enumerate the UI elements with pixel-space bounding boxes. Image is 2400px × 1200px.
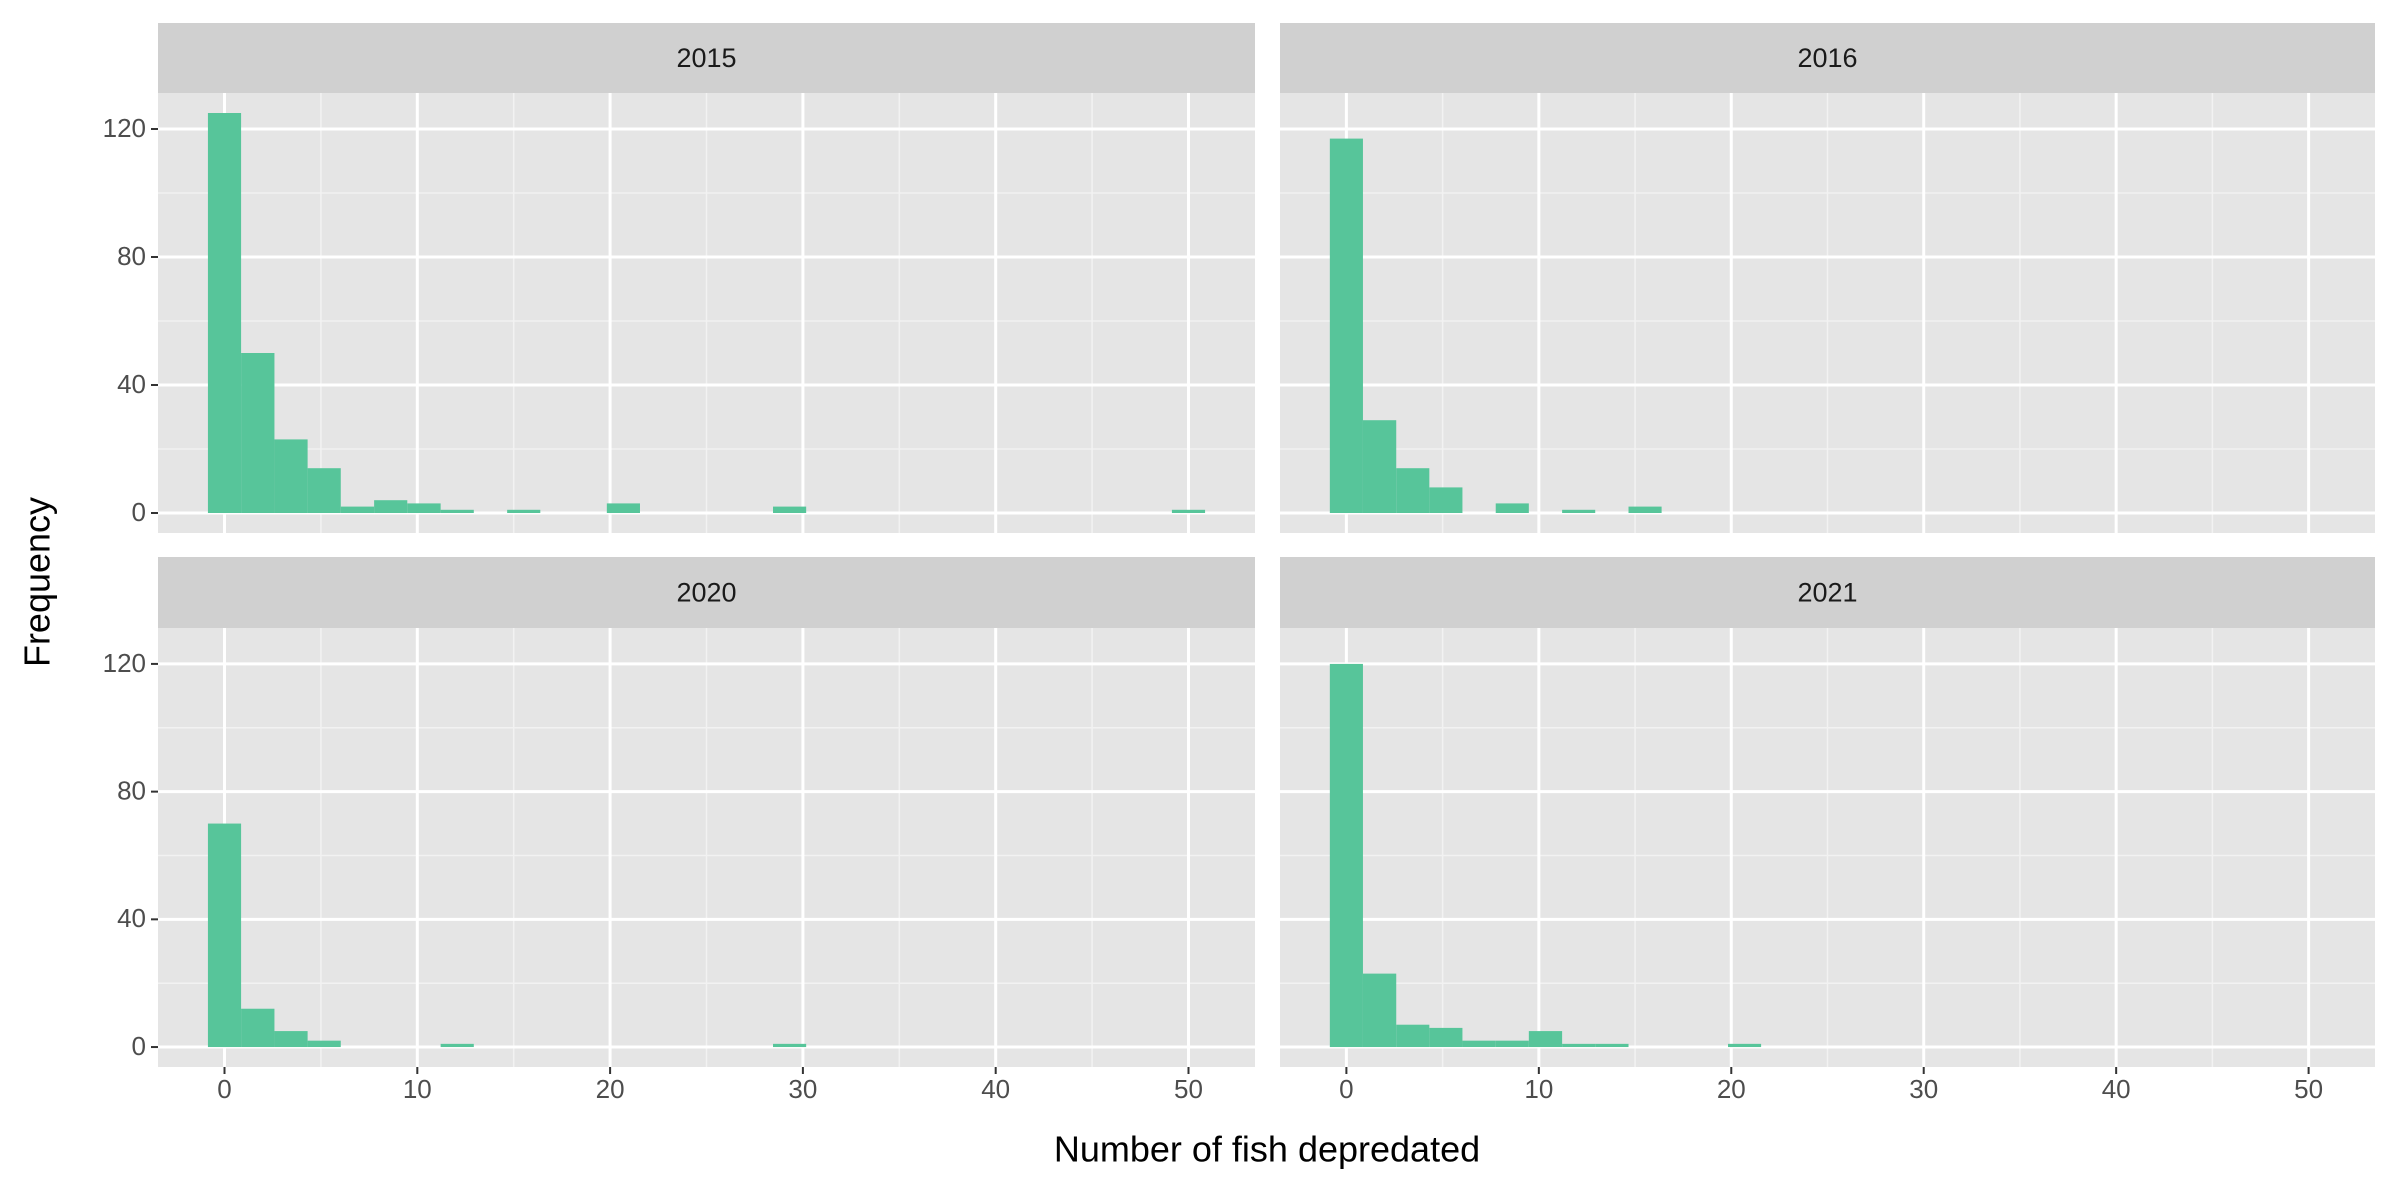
y-axis-title: Frequency — [17, 497, 58, 667]
histogram-bar — [1362, 973, 1397, 1048]
histogram-bar — [241, 353, 275, 513]
strip — [158, 557, 1255, 628]
y-tick-label: 80 — [117, 776, 146, 806]
x-tick-label: 10 — [1524, 1074, 1553, 1104]
histogram-bar — [773, 1043, 807, 1048]
x-tick-label: 20 — [1717, 1074, 1746, 1104]
x-tick-label: 0 — [1339, 1074, 1353, 1104]
histogram-bar — [207, 823, 242, 1048]
histogram-bar — [1462, 1040, 1496, 1048]
histogram-bar — [207, 113, 242, 513]
x-tick-label: 50 — [1174, 1074, 1203, 1104]
y-tick-label: 0 — [132, 497, 146, 527]
histogram-bar — [340, 506, 375, 513]
x-tick-label: 30 — [788, 1074, 817, 1104]
strip — [158, 23, 1255, 93]
strip-label: 2021 — [1797, 578, 1857, 608]
histogram-bar — [1362, 420, 1397, 513]
histogram-bar — [1329, 138, 1363, 513]
y-tick-label: 0 — [132, 1031, 146, 1061]
histogram-bar — [1171, 509, 1206, 513]
x-tick-label: 20 — [596, 1074, 625, 1104]
histogram-bar — [307, 468, 341, 513]
histogram-bar — [440, 1043, 474, 1048]
histogram-bar — [1396, 468, 1430, 513]
histogram-bar — [307, 1040, 341, 1048]
histogram-bar — [1562, 1043, 1596, 1048]
histogram-bar — [1396, 1024, 1430, 1048]
x-tick-label: 10 — [403, 1074, 432, 1104]
y-tick-label: 40 — [117, 903, 146, 933]
histogram-bar — [1628, 506, 1662, 513]
strip-label: 2016 — [1797, 43, 1857, 73]
y-tick-label: 120 — [103, 113, 146, 143]
x-tick-label: 0 — [217, 1074, 231, 1104]
strip — [1280, 557, 2375, 628]
y-tick-label: 120 — [103, 648, 146, 678]
histogram-bar — [606, 503, 640, 513]
histogram-bar — [1495, 503, 1529, 513]
histogram-bar — [274, 439, 308, 513]
histogram-bar — [241, 1008, 275, 1048]
x-tick-label: 30 — [1909, 1074, 1938, 1104]
histogram-bar — [1562, 509, 1596, 513]
histogram-bar — [1429, 1027, 1463, 1048]
x-tick-label: 40 — [2102, 1074, 2131, 1104]
histogram-bar — [1429, 487, 1463, 513]
histogram-bar — [1528, 1031, 1563, 1048]
x-axis-title: Number of fish depredated — [1054, 1129, 1480, 1170]
histogram-bar — [1329, 663, 1363, 1048]
histogram-bar — [773, 506, 807, 513]
histogram-bar — [274, 1031, 308, 1048]
x-tick-label: 50 — [2294, 1074, 2323, 1104]
histogram-bar — [507, 509, 541, 513]
x-tick-label: 40 — [981, 1074, 1010, 1104]
histogram-bar — [374, 500, 408, 513]
histogram-bar — [1495, 1040, 1529, 1048]
strip-label: 2015 — [676, 43, 736, 73]
strip — [1280, 23, 2375, 93]
y-tick-label: 80 — [117, 241, 146, 271]
histogram-bar — [1595, 1043, 1629, 1048]
histogram-bar — [407, 503, 441, 513]
histogram-bar — [440, 509, 474, 513]
histogram-bar — [1728, 1043, 1762, 1048]
y-tick-label: 40 — [117, 369, 146, 399]
strip-label: 2020 — [676, 578, 736, 608]
